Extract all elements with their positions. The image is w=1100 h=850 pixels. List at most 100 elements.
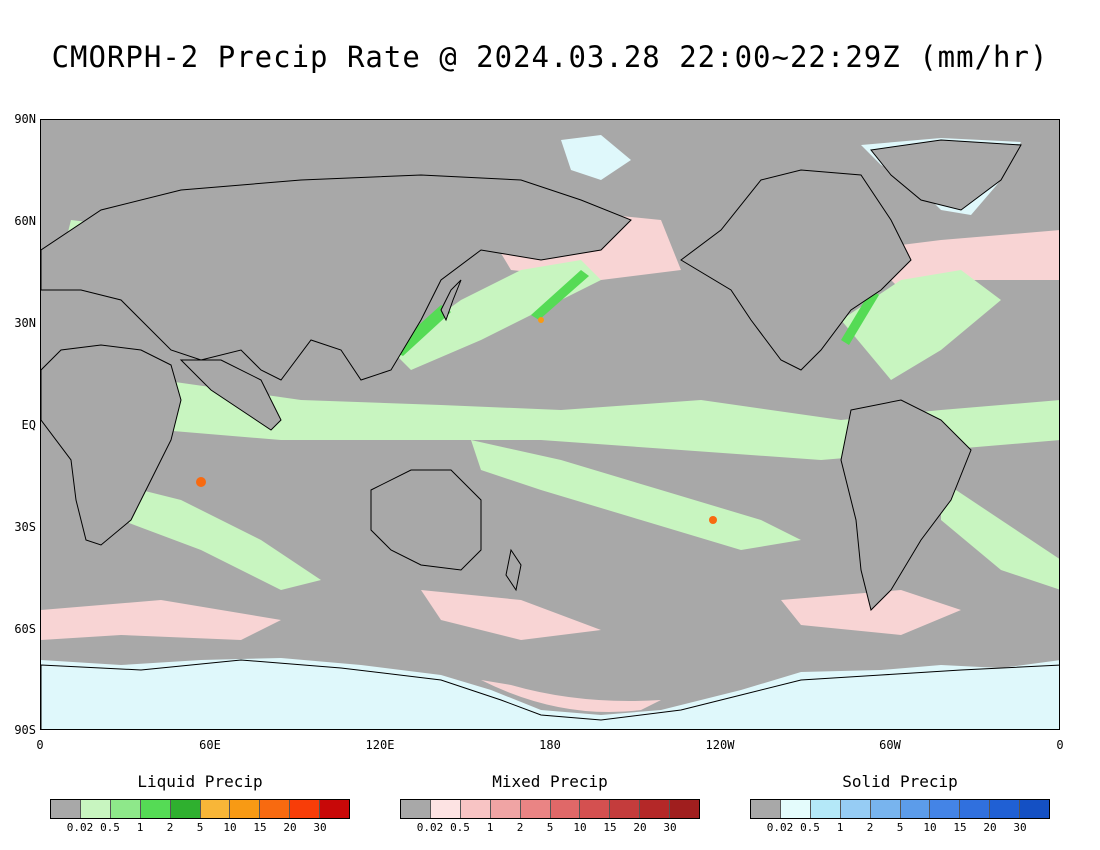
legend-tick-label: 2 <box>166 821 174 834</box>
legend-tick-label: 2 <box>516 821 524 834</box>
southern-ocean-mixed-3 <box>781 590 961 635</box>
legend-tick-label: 1 <box>486 821 494 834</box>
south-indian-band <box>101 480 321 590</box>
color-swatch-6 <box>580 800 611 818</box>
lon-label-120e: 120E <box>365 738 395 752</box>
color-swatch-5 <box>550 800 581 818</box>
arabia-india <box>179 359 282 431</box>
legend-tick-label: 1 <box>836 821 844 834</box>
legend-tick-label: 5 <box>196 821 204 834</box>
color-swatch-3 <box>840 800 871 818</box>
lat-label-90n: 90N <box>14 112 36 126</box>
color-swatch-3 <box>490 800 521 818</box>
color-swatch-1 <box>780 800 811 818</box>
lon-label-60w: 60W <box>879 738 901 752</box>
southern-ocean-mixed-1 <box>41 600 281 640</box>
color-swatch-0 <box>51 800 81 818</box>
color-swatch-0 <box>751 800 781 818</box>
color-bar <box>400 799 700 819</box>
spcz-core <box>709 516 717 524</box>
color-swatch-5 <box>900 800 931 818</box>
pacific-front-core <box>531 270 589 320</box>
color-swatch-6 <box>930 800 961 818</box>
legend-tick-label: 0.02 <box>66 821 94 834</box>
pacific-core-1 <box>538 317 544 323</box>
legend-tick-label: 0.02 <box>766 821 794 834</box>
japan <box>440 279 462 322</box>
legend-tick-label: 10 <box>573 821 587 834</box>
color-swatch-2 <box>110 800 141 818</box>
color-swatch-9 <box>670 800 700 818</box>
legend-tick-label: 0.5 <box>800 821 820 834</box>
legend-tick-label: 0.5 <box>100 821 120 834</box>
legend-tick-label: 30 <box>1013 821 1027 834</box>
map-title: CMORPH-2 Precip Rate @ 2024.03.28 22:00~… <box>51 40 1049 74</box>
lat-label-90s: 90S <box>14 723 36 737</box>
mixed-precip-legend: Mixed Precip 0.02 0.5 1 2 5 10 15 20 30 <box>400 772 700 835</box>
arctic-solid-precip <box>561 135 631 180</box>
legend-tick-label: 15 <box>253 821 267 834</box>
lon-label-120w: 120W <box>705 738 735 752</box>
lon-label-180: 180 <box>539 738 561 752</box>
color-swatch-9 <box>1020 800 1050 818</box>
southern-ocean-mixed-2 <box>421 590 601 640</box>
legend-tick-label: 30 <box>313 821 327 834</box>
legend-tick-label: 20 <box>633 821 647 834</box>
new-zealand <box>505 548 522 592</box>
legend-title: Solid Precip <box>842 772 958 791</box>
liquid-precip-legend: Liquid Precip 0.02 0.5 1 2 5 10 15 20 30 <box>50 772 350 835</box>
australia <box>370 469 482 571</box>
color-swatch-4 <box>520 800 551 818</box>
color-swatch-6 <box>230 800 261 818</box>
color-bar <box>750 799 1050 819</box>
color-swatch-8 <box>640 800 671 818</box>
legend-tick-label: 15 <box>603 821 617 834</box>
legend-tick-label: 0.5 <box>450 821 470 834</box>
lat-label-60n: 60N <box>14 214 36 228</box>
legend-tick-label: 0.02 <box>416 821 444 834</box>
color-swatch-1 <box>80 800 111 818</box>
color-swatch-4 <box>170 800 201 818</box>
north-america <box>680 169 912 371</box>
atlantic-front-core <box>841 290 879 345</box>
lat-label-30n: 30N <box>14 316 36 330</box>
south-pacific-convergence <box>471 440 801 550</box>
eurasia <box>41 174 632 381</box>
lon-label-0-right: 0 <box>1056 738 1064 752</box>
legend-tick-label: 15 <box>953 821 967 834</box>
legend-tick-label: 10 <box>223 821 237 834</box>
legend-tick-label: 30 <box>663 821 677 834</box>
solid-precip-legend: Solid Precip 0.02 0.5 1 2 5 10 15 20 30 <box>750 772 1050 835</box>
color-swatch-7 <box>260 800 291 818</box>
color-swatch-8 <box>290 800 321 818</box>
north-pacific-front <box>391 260 601 370</box>
color-swatch-5 <box>200 800 231 818</box>
color-swatch-0 <box>401 800 431 818</box>
south-atlantic-band <box>941 480 1059 590</box>
legend-ticks: 0.02 0.5 1 2 5 10 15 20 30 <box>400 819 700 835</box>
legend-ticks: 0.02 0.5 1 2 5 10 15 20 30 <box>750 819 1050 835</box>
color-swatch-1 <box>430 800 461 818</box>
precip-map-canvas <box>41 135 1059 729</box>
madagascar-core <box>196 477 206 487</box>
legend-tick-label: 5 <box>546 821 554 834</box>
color-swatch-2 <box>460 800 491 818</box>
legend-tick-label: 5 <box>896 821 904 834</box>
north-atlantic-front <box>841 270 1001 380</box>
legend-tick-label: 2 <box>866 821 874 834</box>
lon-label-60e: 60E <box>199 738 221 752</box>
color-swatch-2 <box>810 800 841 818</box>
color-swatch-8 <box>990 800 1021 818</box>
color-swatch-7 <box>960 800 991 818</box>
legend-tick-label: 20 <box>283 821 297 834</box>
antarctica <box>41 659 1059 729</box>
color-swatch-4 <box>870 800 901 818</box>
itcz-liquid-band <box>41 380 1059 460</box>
legend-tick-label: 10 <box>923 821 937 834</box>
antarctica-solid-precip <box>41 658 1059 729</box>
legend-tick-label: 1 <box>136 821 144 834</box>
lat-label-eq: EQ <box>21 418 36 432</box>
north-atlantic-mixed <box>861 230 1059 290</box>
greenland <box>870 139 1022 211</box>
color-swatch-3 <box>140 800 171 818</box>
